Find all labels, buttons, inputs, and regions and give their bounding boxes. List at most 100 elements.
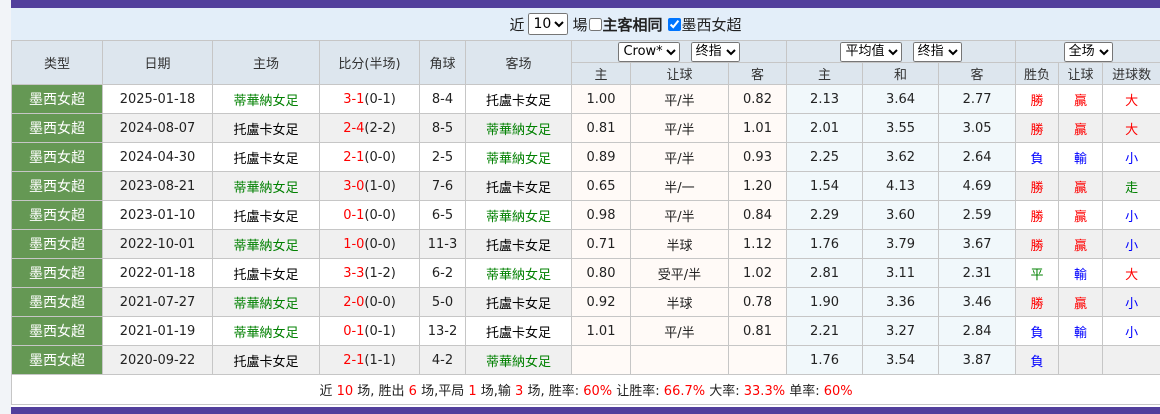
match-result: 勝: [1015, 171, 1060, 201]
score[interactable]: 2-0(0-0): [319, 287, 420, 317]
table-row[interactable]: 墨西女超 2022-01-18 托盧卡女足 3-3(1-2) 6-2 蒂華納女足…: [11, 258, 1160, 288]
table-row[interactable]: 墨西女超 2021-07-27 蒂華納女足 2-0(0-0) 5-0 托盧卡女足…: [11, 287, 1160, 317]
match-count-select[interactable]: 10: [528, 13, 569, 35]
odds2-draw: 3.11: [862, 258, 940, 288]
corners: 6-5: [419, 200, 466, 230]
handicap-result: 贏: [1058, 113, 1104, 143]
away-team[interactable]: 蒂華納女足: [465, 345, 572, 375]
score[interactable]: 2-4(2-2): [319, 113, 420, 143]
home-team[interactable]: 蒂華納女足: [212, 287, 320, 317]
full-time-score: 2-4: [343, 120, 365, 136]
league-badge[interactable]: 墨西女超: [11, 316, 103, 346]
odds1-away: 1.20: [727, 171, 788, 201]
league-badge[interactable]: 墨西女超: [11, 200, 103, 230]
odds2-header: 平均值 终指: [786, 40, 1017, 63]
score[interactable]: 2-1(0-0): [319, 142, 420, 172]
table-row[interactable]: 墨西女超 2020-09-22 托盧卡女足 2-1(1-1) 4-2 蒂華納女足…: [11, 345, 1160, 375]
odds2-draw: 3.60: [862, 200, 940, 230]
odds2-company-select[interactable]: 平均值: [840, 41, 903, 62]
goals-result: 小: [1102, 200, 1160, 230]
home-team[interactable]: 托盧卡女足: [212, 113, 320, 143]
summary-part: 场,平局: [416, 384, 469, 399]
table-row[interactable]: 墨西女超 2023-08-21 蒂華納女足 3-0(1-0) 7-6 托盧卡女足…: [11, 171, 1160, 201]
goals-result: 小: [1102, 287, 1160, 317]
same-home-away-toggle[interactable]: 主客相同: [588, 14, 663, 35]
summary-part: 10: [336, 384, 354, 399]
league-badge[interactable]: 墨西女超: [11, 113, 103, 143]
table-row[interactable]: 墨西女超 2023-01-10 托盧卡女足 0-1(0-0) 6-5 蒂華納女足…: [11, 200, 1160, 230]
odds1-away: 0.93: [727, 142, 788, 172]
odds1-handicap: 平/半: [630, 316, 729, 346]
score[interactable]: 0-1(0-1): [319, 316, 420, 346]
away-team[interactable]: 托盧卡女足: [465, 171, 572, 201]
summary-part: 场, 胜出: [353, 384, 409, 399]
away-team[interactable]: 蒂華納女足: [465, 200, 572, 230]
odds2-away: 3.67: [938, 229, 1017, 259]
home-team[interactable]: 蒂華納女足: [212, 316, 320, 346]
league-filter-toggle[interactable]: 墨西女超: [667, 14, 742, 35]
corners: 6-2: [419, 258, 466, 288]
match-result: 勝: [1015, 287, 1060, 317]
table-row[interactable]: 墨西女超 2025-01-18 蒂華納女足 3-1(0-1) 8-4 托盧卡女足…: [11, 84, 1160, 114]
full-time-score: 3-0: [343, 178, 365, 194]
summary-part: 3: [515, 384, 524, 399]
score[interactable]: 3-1(0-1): [319, 84, 420, 114]
score[interactable]: 1-0(0-0): [319, 229, 420, 259]
table-row[interactable]: 墨西女超 2024-04-30 托盧卡女足 2-1(0-0) 2-5 蒂華納女足…: [11, 142, 1160, 172]
table-row[interactable]: 墨西女超 2021-01-19 蒂華納女足 0-1(0-1) 13-2 托盧卡女…: [11, 316, 1160, 346]
home-team[interactable]: 蒂華納女足: [212, 229, 320, 259]
full-time-score: 3-1: [343, 91, 365, 107]
score[interactable]: 0-1(0-0): [319, 200, 420, 230]
odds1-company-select[interactable]: Crow*: [618, 41, 681, 62]
away-team[interactable]: 托盧卡女足: [465, 229, 572, 259]
matches-label: 場: [572, 15, 588, 34]
next-section-bar: [11, 407, 1160, 414]
odds2-kind-select[interactable]: 终指: [912, 41, 962, 62]
league-badge[interactable]: 墨西女超: [11, 84, 103, 114]
score[interactable]: 3-0(1-0): [319, 171, 420, 201]
same-home-away-label: 主客相同: [602, 15, 663, 34]
away-team[interactable]: 托盧卡女足: [465, 84, 572, 114]
away-team[interactable]: 蒂華納女足: [465, 113, 572, 143]
away-team[interactable]: 蒂華納女足: [465, 142, 572, 172]
league-badge[interactable]: 墨西女超: [11, 287, 103, 317]
away-team[interactable]: 托盧卡女足: [465, 316, 572, 346]
league-badge[interactable]: 墨西女超: [11, 229, 103, 259]
table-row[interactable]: 墨西女超 2022-10-01 蒂華納女足 1-0(0-0) 11-3 托盧卡女…: [11, 229, 1160, 259]
away-team[interactable]: 托盧卡女足: [465, 287, 572, 317]
recent-label: 近: [509, 15, 525, 34]
odds1-handicap: 受平/半: [630, 258, 729, 288]
home-team[interactable]: 托盧卡女足: [212, 200, 320, 230]
odds1-handicap: [630, 345, 729, 375]
home-team[interactable]: 蒂華納女足: [212, 171, 320, 201]
odds1-home: 1.01: [571, 316, 631, 346]
score[interactable]: 3-3(1-2): [319, 258, 420, 288]
league-filter-checkbox[interactable]: [667, 17, 681, 31]
odds1-kind-select[interactable]: 终指: [690, 41, 740, 62]
odds2-home: 1.54: [786, 171, 864, 201]
home-team[interactable]: 托盧卡女足: [212, 258, 320, 288]
league-badge[interactable]: 墨西女超: [11, 142, 103, 172]
home-team[interactable]: 蒂華納女足: [212, 84, 320, 114]
result-scope-select[interactable]: 全场: [1063, 41, 1113, 62]
corners: 2-5: [419, 142, 466, 172]
league-badge[interactable]: 墨西女超: [11, 171, 103, 201]
odds2-away: 2.84: [938, 316, 1017, 346]
home-team[interactable]: 托盧卡女足: [212, 345, 320, 375]
summary-part: 60%: [583, 384, 613, 399]
away-team[interactable]: 蒂華納女足: [465, 258, 572, 288]
league-badge[interactable]: 墨西女超: [11, 258, 103, 288]
handicap-result: 贏: [1058, 287, 1104, 317]
score[interactable]: 2-1(1-1): [319, 345, 420, 375]
odds2-home: 2.25: [786, 142, 864, 172]
summary-part: 60%: [823, 384, 853, 399]
league-badge[interactable]: 墨西女超: [11, 345, 103, 375]
same-home-away-checkbox[interactable]: [588, 17, 602, 31]
home-team[interactable]: 托盧卡女足: [212, 142, 320, 172]
table-row[interactable]: 墨西女超 2024-08-07 托盧卡女足 2-4(2-2) 8-5 蒂華納女足…: [11, 113, 1160, 143]
summary-part: 66.7%: [663, 384, 706, 399]
odds2-home: 1.76: [786, 345, 864, 375]
col-score: 比分(半场): [319, 40, 420, 85]
odds1-home: 0.65: [571, 171, 631, 201]
full-time-score: 2-0: [343, 294, 365, 310]
